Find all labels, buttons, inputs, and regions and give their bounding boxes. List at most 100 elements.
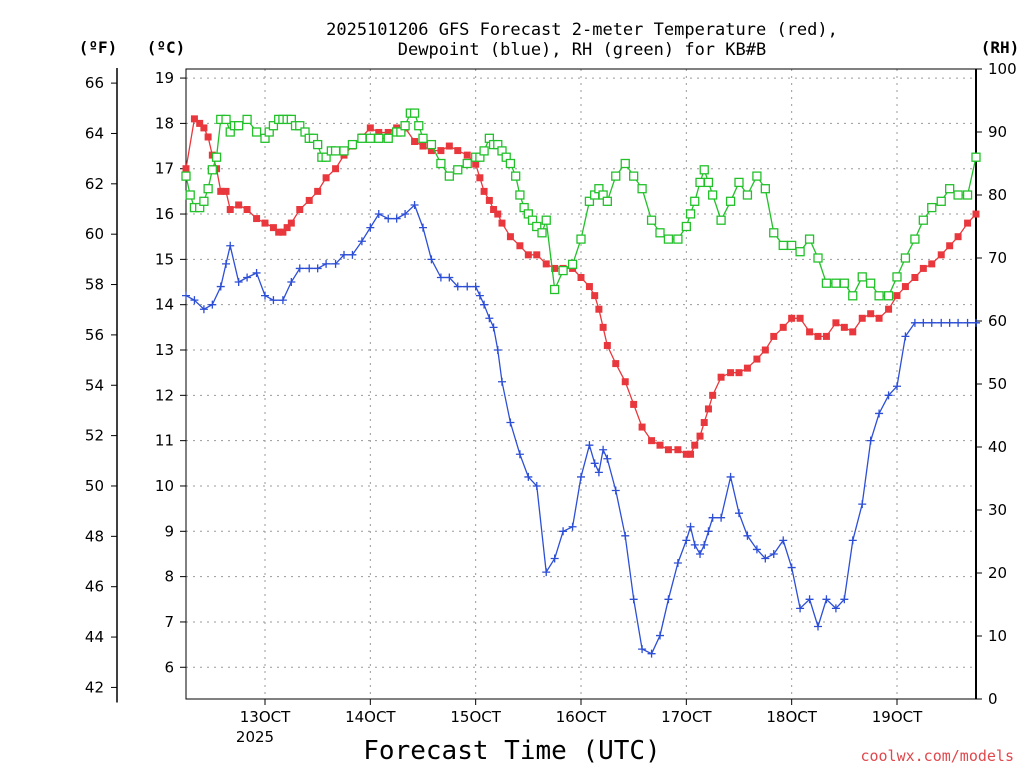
temperature-point xyxy=(494,210,502,218)
dewpoint-point xyxy=(190,296,199,305)
rh-tick-label: 60 xyxy=(988,312,1007,330)
rh-point xyxy=(778,240,788,251)
temperature-point xyxy=(674,446,682,454)
temperature-point xyxy=(814,332,822,340)
dewpoint-point xyxy=(629,595,638,604)
celsius-tick-label: 16 xyxy=(155,205,174,223)
dewpoint-point xyxy=(384,214,393,223)
rh-tick-label: 30 xyxy=(988,501,1007,519)
temperature-point xyxy=(822,332,830,340)
dewpoint-point xyxy=(954,318,963,327)
temperature-point xyxy=(761,346,769,354)
rh-point xyxy=(426,139,437,150)
dewpoint-point xyxy=(884,391,893,400)
rh-point xyxy=(900,253,911,263)
temperature-point xyxy=(506,233,514,241)
temperature-point xyxy=(648,437,656,445)
dewpoint-point xyxy=(305,264,314,273)
dewpoint-point xyxy=(866,436,875,445)
temperature-point xyxy=(445,142,453,150)
dewpoint-point xyxy=(726,472,735,481)
rh-point xyxy=(357,133,367,143)
dewpoint-point xyxy=(735,509,743,518)
dewpoint-point xyxy=(542,568,551,577)
dewpoint-point xyxy=(796,604,805,613)
chart-title-line1: 2025101206 GFS Forecast 2-meter Temperat… xyxy=(326,20,838,40)
dewpoint-point xyxy=(453,282,462,291)
dewpoint-point xyxy=(182,291,190,300)
temperature-point xyxy=(269,224,277,232)
dewpoint-point xyxy=(222,259,231,268)
x-tick-label: 16OCT xyxy=(556,708,607,726)
dewpoint-point xyxy=(287,278,296,287)
dewpoint-point xyxy=(226,241,235,250)
rh-point xyxy=(703,177,714,188)
temperature-point xyxy=(687,450,695,458)
temperature-point xyxy=(788,314,796,322)
temperature-point xyxy=(638,423,646,431)
rh-tick-label: 20 xyxy=(988,564,1007,582)
celsius-tick-label: 9 xyxy=(164,522,174,540)
rh-series xyxy=(181,108,981,301)
dewpoint-point xyxy=(664,595,673,604)
dewpoint-point xyxy=(269,296,278,305)
rh-point xyxy=(400,121,410,131)
rh-point xyxy=(313,139,323,150)
dewpoint-point xyxy=(401,210,410,219)
axes xyxy=(116,67,977,703)
dewpoint-point xyxy=(550,554,559,563)
dewpoint-point xyxy=(331,259,340,268)
dewpoint-point xyxy=(621,531,630,540)
dewpoint-point xyxy=(700,540,709,549)
rh-point xyxy=(221,114,231,125)
rh-tick-label: 90 xyxy=(988,123,1007,141)
fahrenheit-tick-label: 66 xyxy=(85,74,104,92)
temperature-point xyxy=(743,364,751,372)
rh-point xyxy=(541,215,551,225)
x-tick-label: 19OCT xyxy=(872,708,923,726)
temperature-point xyxy=(182,165,190,173)
dewpoint-point xyxy=(577,472,585,481)
rh-unit-label: (RH) xyxy=(981,38,1020,57)
celsius-tick-label: 19 xyxy=(155,69,174,87)
rh-point xyxy=(962,190,973,200)
rh-point xyxy=(453,165,463,175)
rh-point xyxy=(444,171,454,181)
dewpoint-point xyxy=(910,318,919,327)
dewpoint-point xyxy=(743,531,752,540)
rh-point xyxy=(185,190,195,200)
dewpoint-point xyxy=(493,346,502,355)
rh-point xyxy=(268,121,279,131)
rh-point xyxy=(708,190,718,200)
temperature-point xyxy=(796,314,804,322)
temperature-point xyxy=(480,187,488,195)
dewpoint-point xyxy=(427,255,436,264)
rh-point xyxy=(515,190,525,200)
dewpoint-point xyxy=(374,210,383,219)
temperature-point xyxy=(322,174,330,182)
temperature-point xyxy=(664,446,672,454)
dewpoint-point xyxy=(875,409,884,418)
temperature-point xyxy=(217,187,225,195)
dewpoint-point xyxy=(696,549,705,558)
rh-point xyxy=(690,196,700,206)
rh-point xyxy=(629,171,639,181)
dewpoint-point xyxy=(848,536,857,545)
rh-point xyxy=(936,196,946,206)
temperature-point xyxy=(485,196,493,204)
rh-point xyxy=(874,291,884,301)
temperature-point xyxy=(524,251,532,259)
rh-point xyxy=(550,284,560,295)
dewpoint-point xyxy=(559,527,568,536)
celsius-axis: 6 7 8 9 10 11 12 13 14 15 16 17 18 19 xyxy=(155,69,186,676)
dewpoint-point xyxy=(585,441,594,450)
temperature-point xyxy=(226,206,234,214)
rh-point xyxy=(505,158,516,169)
rh-point xyxy=(752,171,762,181)
temperature-point xyxy=(603,341,611,349)
temperature-point xyxy=(204,133,212,141)
dewpoint-point xyxy=(216,282,225,291)
temperature-point xyxy=(696,432,704,440)
dewpoint-point xyxy=(419,223,427,232)
